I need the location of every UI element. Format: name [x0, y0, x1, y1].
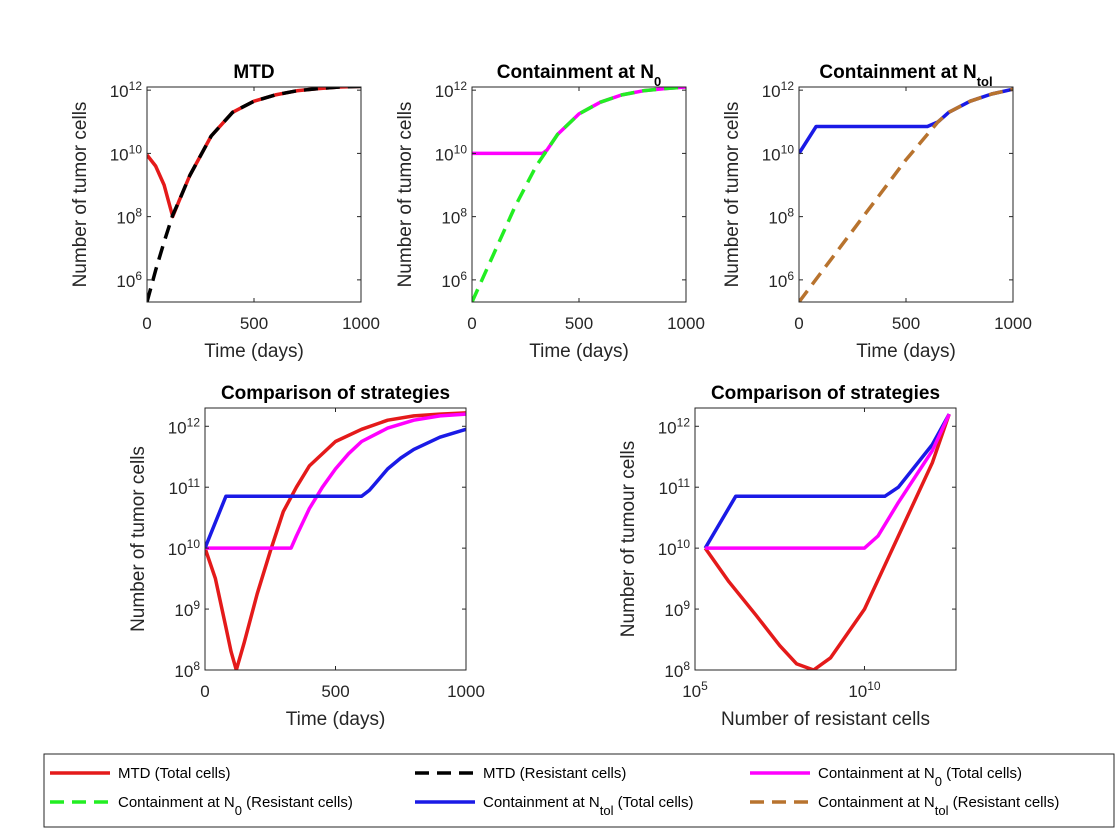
x-tick-label: 0	[467, 314, 476, 333]
y-tick-label: 1012	[110, 79, 143, 101]
series-line-2	[703, 413, 951, 549]
chart-title: Containment at Ntol	[819, 62, 992, 89]
x-axis-label: Time (days)	[286, 709, 386, 730]
y-tick-label: 109	[174, 598, 200, 620]
y-tick-label: 109	[664, 598, 690, 620]
y-tick-label: 1010	[658, 537, 691, 559]
series-group	[147, 87, 361, 302]
x-tick-label: 105	[682, 679, 708, 701]
x-axis-label: Number of resistant cells	[721, 709, 930, 730]
y-axis-label: Number of tumour cells	[618, 441, 639, 637]
series-group	[799, 87, 1013, 302]
x-axis-label: Time (days)	[856, 341, 956, 362]
y-tick-label: 108	[768, 206, 794, 228]
x-tick-label: 1010	[848, 679, 881, 701]
y-tick-label: 1012	[658, 415, 691, 437]
legend-entry: MTD (Total cells)	[118, 765, 231, 782]
y-tick-label: 1010	[110, 142, 143, 164]
y-tick-label: 106	[441, 269, 467, 291]
x-tick-label: 500	[892, 314, 920, 333]
x-tick-label: 1000	[447, 682, 485, 701]
series-line-2	[799, 87, 1013, 302]
series-line-1	[703, 413, 951, 670]
y-tick-label: 108	[174, 659, 200, 681]
axes-box	[694, 407, 957, 671]
y-tick-label: 1012	[435, 79, 468, 101]
legend: MTD (Total cells) MTD (Resistant cells) Co…	[43, 753, 1115, 828]
y-tick-label: 108	[116, 206, 142, 228]
axes-box	[798, 86, 1014, 303]
chart-p1: 106 108 1010 1012 0 500 1000 Time (days) Number …	[70, 62, 380, 362]
legend-entry: Containment at Ntol (Resistant cells)	[818, 794, 1059, 818]
y-axis-label: Number of tumor cells	[70, 102, 91, 288]
chart-p5: 108 109 1010 1011 1012 105 1010 Number of resis…	[618, 383, 957, 730]
legend-entry: MTD (Resistant cells)	[483, 765, 626, 782]
y-axis-label: Number of tumor cells	[722, 102, 743, 288]
series-group	[703, 413, 951, 670]
series-line-2	[205, 412, 466, 550]
chart-p4: 108 109 1010 1011 1012 0 500 1000 Time (days) Num…	[128, 383, 485, 730]
y-axis-label: Number of tumor cells	[395, 102, 416, 288]
y-tick-label: 108	[664, 659, 690, 681]
legend-entry: Containment at N0 (Total cells)	[818, 765, 1022, 789]
axes-box	[204, 407, 467, 671]
chart-title: Comparison of strategies	[711, 383, 940, 404]
y-tick-label: 108	[441, 206, 467, 228]
legend-entry: Containment at N0 (Resistant cells)	[118, 794, 353, 818]
y-tick-label: 1012	[168, 415, 201, 437]
chart-title: MTD	[233, 62, 274, 83]
legend-entry: Containment at Ntol (Total cells)	[483, 794, 694, 818]
series-group	[205, 411, 466, 670]
x-tick-label: 0	[142, 314, 151, 333]
y-tick-label: 1010	[435, 142, 468, 164]
series-line-2	[472, 87, 686, 302]
x-tick-label: 500	[565, 314, 593, 333]
y-tick-label: 1010	[762, 142, 795, 164]
series-line-1	[205, 411, 466, 670]
series-group	[472, 87, 686, 302]
x-tick-label: 1000	[667, 314, 705, 333]
series-line-2	[147, 87, 361, 302]
y-tick-label: 1011	[169, 476, 201, 498]
chart-title: Comparison of strategies	[221, 383, 450, 404]
x-tick-label: 500	[240, 314, 268, 333]
series-line-1	[472, 87, 686, 156]
series-line-3	[705, 413, 951, 550]
series-line-1	[799, 87, 1013, 155]
x-tick-label: 1000	[994, 314, 1032, 333]
y-tick-label: 1012	[762, 79, 795, 101]
y-tick-label: 1010	[168, 537, 201, 559]
legend-box	[43, 753, 1115, 828]
chart-p2: 106 108 1010 1012 0 500 1000 Time (days) Number …	[395, 62, 705, 362]
series-line-3	[205, 427, 466, 549]
x-tick-label: 0	[200, 682, 209, 701]
x-tick-label: 1000	[342, 314, 380, 333]
series-line-1	[147, 87, 361, 219]
axes-box	[471, 86, 687, 303]
y-tick-label: 1011	[659, 476, 691, 498]
chart-p3: 106 108 1010 1012 0 500 1000 Time (days) Number …	[722, 62, 1032, 362]
y-tick-label: 106	[768, 269, 794, 291]
axes-box	[146, 86, 362, 303]
y-axis-label: Number of tumor cells	[128, 446, 149, 632]
x-tick-label: 0	[794, 314, 803, 333]
x-tick-label: 500	[321, 682, 349, 701]
y-tick-label: 106	[116, 269, 142, 291]
chart-title: Containment at N0	[497, 62, 662, 89]
x-axis-label: Time (days)	[204, 341, 304, 362]
x-axis-label: Time (days)	[529, 341, 629, 362]
